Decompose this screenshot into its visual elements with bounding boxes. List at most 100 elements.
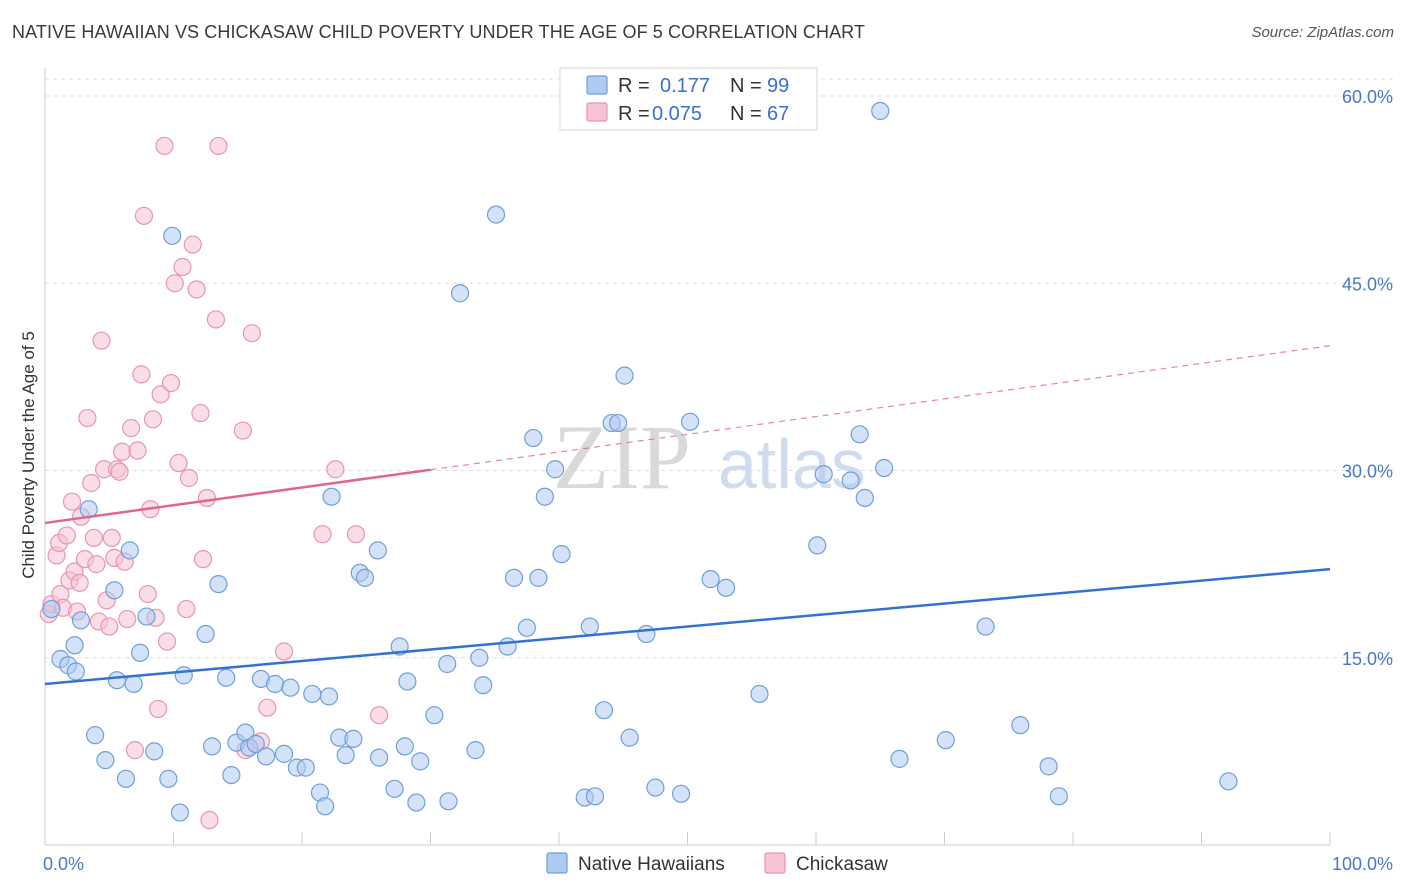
trend-lines bbox=[44, 345, 1331, 686]
native-hawaiian-point bbox=[1219, 772, 1238, 791]
native-hawaiian-point bbox=[42, 599, 61, 619]
y-tick-label: 45.0% bbox=[1342, 274, 1393, 294]
y-axis-title: Child Poverty Under the Age of 5 bbox=[19, 331, 38, 579]
native-hawaiian-point bbox=[355, 568, 375, 587]
native-hawaiian-point bbox=[504, 568, 524, 587]
native-hawaiian-point bbox=[296, 758, 315, 777]
native-hawaiian-point bbox=[274, 744, 294, 763]
native-hawaiian-point bbox=[411, 752, 430, 771]
chickasaw-point bbox=[112, 442, 132, 461]
chickasaw-point bbox=[242, 324, 261, 343]
native-hawaiian-point bbox=[145, 742, 164, 761]
y-tick-labels: 15.0% 30.0% 45.0% 60.0% bbox=[1342, 87, 1393, 669]
native-hawaiian-point bbox=[316, 797, 335, 816]
native-hawaiian-point bbox=[671, 784, 691, 803]
chickasaw-point bbox=[370, 706, 389, 725]
chickasaw-point bbox=[346, 525, 366, 544]
native-hawaiian-point bbox=[439, 792, 458, 811]
native-hawaiian-point bbox=[637, 624, 656, 644]
native-hawaiian-point bbox=[71, 611, 91, 630]
native-hawaiian-point bbox=[470, 648, 489, 667]
x-tick-label: 100.0% bbox=[1332, 854, 1393, 874]
native-hawaiian-point bbox=[174, 666, 193, 685]
chickasaw-point bbox=[200, 810, 219, 830]
native-hawaiian-point bbox=[976, 617, 995, 636]
native-hawaiian-point bbox=[124, 674, 143, 694]
native-hawaiian-point bbox=[163, 226, 182, 245]
native-hawaiian-point bbox=[407, 793, 426, 812]
chickasaw-point bbox=[118, 609, 137, 629]
native-hawaiian-point bbox=[1011, 716, 1030, 735]
y-tick-label: 60.0% bbox=[1342, 87, 1393, 107]
native-hawaiian-point bbox=[65, 636, 84, 655]
chickasaw-point bbox=[110, 462, 129, 481]
x-tick-label: 0.0% bbox=[43, 854, 84, 874]
chickasaw-point bbox=[173, 257, 192, 277]
native-hawaiian-point bbox=[319, 687, 339, 706]
chickasaw-point bbox=[157, 632, 177, 651]
chickasaw-point bbox=[84, 528, 103, 548]
native-hawaiian-point bbox=[281, 678, 300, 697]
chickasaw-point bbox=[134, 206, 154, 225]
native-hawaiian-point bbox=[814, 465, 833, 484]
native-hawaiian-point bbox=[855, 488, 874, 508]
native-hawaiian-point bbox=[1049, 787, 1068, 806]
native-hawaiian-point bbox=[936, 731, 955, 750]
chickasaw-point bbox=[100, 617, 119, 636]
native-hawaiian-point bbox=[256, 747, 276, 766]
native-hawaiian-point bbox=[594, 701, 614, 720]
native-hawaiian-point bbox=[871, 101, 890, 121]
native-hawaiian-point bbox=[370, 748, 389, 767]
native-hawaiian-point bbox=[680, 412, 700, 431]
native-hawaiian-point bbox=[107, 671, 127, 690]
chickasaw-point bbox=[121, 418, 141, 438]
chickasaw-point bbox=[233, 421, 252, 440]
native-hawaiian-point bbox=[517, 618, 536, 637]
legend-swatch-chickasaw bbox=[586, 102, 608, 122]
native-hawaiian-point bbox=[368, 541, 387, 560]
legend-r-label: R = bbox=[618, 103, 650, 125]
native-hawaiian-point bbox=[322, 487, 341, 506]
chickasaw-point bbox=[274, 642, 294, 661]
native-hawaiian-point bbox=[450, 284, 470, 303]
native-hawaiian-point bbox=[646, 778, 665, 797]
chickasaw-point bbox=[197, 488, 217, 508]
native-hawaiian-point bbox=[498, 637, 517, 656]
native-hawaiian-point bbox=[750, 684, 769, 704]
native-hawaiian-point bbox=[850, 425, 869, 444]
correlation-legend: R = 0.177 N = 99 R = 0.075 N = 67 bbox=[559, 67, 818, 131]
native-hawaiian-point bbox=[716, 578, 736, 597]
chickasaw-point bbox=[132, 365, 151, 384]
native-hawaiian-point bbox=[265, 674, 285, 694]
native-hawaiian-point bbox=[466, 741, 485, 760]
native-hawaiian-point bbox=[202, 737, 222, 756]
native-hawaiian-point bbox=[875, 458, 894, 478]
native-hawaiian-point bbox=[620, 728, 639, 747]
chickasaw-point bbox=[82, 473, 101, 493]
chickasaw-point bbox=[209, 136, 228, 156]
native-hawaiian-point bbox=[398, 672, 417, 691]
legend-n-label: N = bbox=[730, 75, 762, 97]
native-hawaiian-point bbox=[701, 570, 720, 589]
native-hawaiian-point bbox=[120, 541, 139, 560]
native-hawaiian-point bbox=[486, 205, 506, 224]
chickasaw-point bbox=[155, 136, 174, 156]
native-hawaiian-point bbox=[808, 536, 827, 555]
chickasaw-point bbox=[169, 453, 188, 473]
native-hawaiian-point bbox=[96, 751, 115, 770]
native-hawaiian-point bbox=[86, 726, 105, 745]
chickasaw-point bbox=[183, 235, 202, 254]
legend-r-value: 0.177 bbox=[660, 75, 710, 97]
native-hawaiian-point bbox=[546, 460, 565, 479]
native-hawaiian-point bbox=[585, 787, 605, 806]
native-hawaiian-point bbox=[609, 413, 628, 433]
chickasaw-point bbox=[125, 741, 145, 760]
native-hawaiian-point bbox=[336, 746, 355, 765]
chickasaw-point bbox=[206, 310, 226, 329]
native-hawaiian-point bbox=[535, 487, 554, 506]
chickasaw-point bbox=[128, 441, 147, 460]
chickasaw-point bbox=[148, 699, 168, 719]
y-tick-label: 30.0% bbox=[1342, 462, 1393, 482]
chickasaw-point bbox=[165, 274, 184, 293]
legend-r-value: 0.075 bbox=[652, 103, 702, 125]
